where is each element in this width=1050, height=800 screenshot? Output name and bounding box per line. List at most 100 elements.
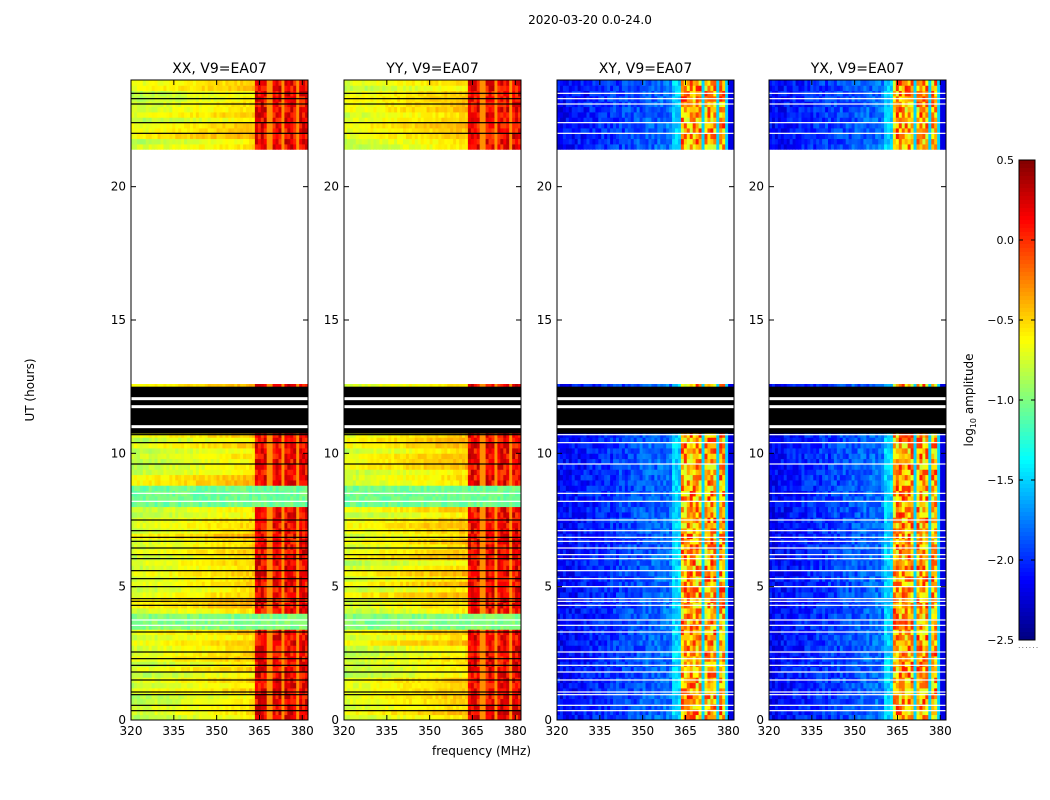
heatmap-cell bbox=[139, 469, 144, 476]
heatmap-cell bbox=[278, 144, 282, 150]
heatmap-cell bbox=[184, 496, 188, 502]
heatmap-cell bbox=[358, 714, 363, 721]
heatmap-cell bbox=[385, 704, 389, 710]
heatmap-cell bbox=[219, 442, 223, 449]
heatmap-cell bbox=[190, 682, 194, 689]
heatmap-cell bbox=[287, 608, 291, 614]
heatmap-cell bbox=[305, 698, 309, 705]
heatmap-cell bbox=[181, 480, 185, 486]
flag-line bbox=[131, 92, 308, 94]
heatmap-cell bbox=[263, 485, 268, 492]
heatmap-cell bbox=[219, 554, 223, 561]
heatmap-cell bbox=[234, 544, 238, 550]
heatmap-cell bbox=[290, 85, 294, 92]
heatmap-cell bbox=[287, 618, 291, 625]
heatmap-cell bbox=[246, 688, 250, 694]
heatmap-cell bbox=[231, 453, 235, 460]
heatmap-cell bbox=[157, 560, 161, 566]
heatmap-cell bbox=[494, 645, 498, 652]
heatmap-cell bbox=[408, 682, 413, 689]
heatmap-cell bbox=[187, 618, 191, 625]
heatmap-cell bbox=[237, 544, 241, 550]
heatmap-cell bbox=[494, 709, 498, 716]
heatmap-cell bbox=[169, 560, 173, 566]
heatmap-cell bbox=[260, 133, 265, 140]
heatmap-cell bbox=[429, 650, 433, 657]
heatmap-cell bbox=[184, 682, 188, 689]
heatmap-cell bbox=[139, 714, 144, 721]
heatmap-cell bbox=[394, 693, 398, 700]
heatmap-cell bbox=[213, 645, 217, 652]
heatmap-cell bbox=[269, 128, 273, 134]
heatmap-cell bbox=[364, 714, 368, 721]
heatmap-cell bbox=[370, 688, 374, 694]
heatmap-cell bbox=[234, 682, 238, 689]
heatmap-cell bbox=[163, 122, 167, 129]
heatmap-cell bbox=[157, 533, 161, 540]
flag-line bbox=[131, 619, 308, 621]
heatmap-cell bbox=[417, 645, 422, 652]
heatmap-cell bbox=[246, 464, 250, 470]
heatmap-cell bbox=[201, 485, 206, 492]
heatmap-cell bbox=[234, 640, 238, 646]
heatmap-cell bbox=[201, 608, 206, 614]
heatmap-cell bbox=[278, 106, 282, 113]
heatmap-cell bbox=[160, 85, 164, 92]
heatmap-cell bbox=[139, 512, 144, 518]
heatmap-cell bbox=[166, 512, 170, 518]
heatmap-cell bbox=[169, 714, 173, 721]
heatmap-cell bbox=[181, 437, 185, 444]
heatmap-cell bbox=[254, 570, 259, 577]
heatmap-cell bbox=[148, 80, 153, 86]
heatmap-cell bbox=[133, 592, 138, 598]
heatmap-cell bbox=[503, 650, 507, 657]
heatmap-cell bbox=[195, 133, 200, 140]
heatmap-cell bbox=[240, 714, 244, 721]
heatmap-cell bbox=[284, 645, 288, 652]
heatmap-cell bbox=[423, 688, 427, 694]
heatmap-cell bbox=[491, 682, 495, 689]
heatmap-cell bbox=[163, 522, 167, 529]
heatmap-cell bbox=[195, 693, 200, 700]
heatmap-cell bbox=[263, 554, 268, 561]
heatmap-cell bbox=[497, 688, 501, 694]
heatmap-cell bbox=[426, 682, 430, 689]
heatmap-cell bbox=[198, 80, 203, 86]
heatmap-cell bbox=[438, 698, 442, 705]
heatmap-cell bbox=[142, 437, 147, 444]
heatmap-cell bbox=[299, 549, 303, 556]
heatmap-cell bbox=[151, 506, 155, 513]
heatmap-cell bbox=[216, 565, 220, 572]
heatmap-cell bbox=[187, 698, 191, 705]
x-tick-label: 350 bbox=[205, 724, 228, 738]
heatmap-cell bbox=[299, 117, 303, 124]
heatmap-cell bbox=[287, 480, 291, 486]
heatmap-cell bbox=[142, 133, 147, 140]
heatmap-cell bbox=[160, 512, 164, 518]
heatmap-cell bbox=[272, 704, 276, 710]
heatmap-cell bbox=[290, 688, 294, 694]
heatmap-cell bbox=[246, 512, 250, 518]
heatmap-cell bbox=[148, 709, 153, 716]
heatmap-cell bbox=[305, 453, 309, 460]
heatmap-cell bbox=[284, 666, 288, 673]
heatmap-cell bbox=[163, 474, 167, 481]
heatmap-cell bbox=[441, 645, 445, 652]
heatmap-cell bbox=[190, 448, 194, 454]
heatmap-cell bbox=[169, 506, 173, 513]
heatmap-cell bbox=[249, 565, 253, 572]
heatmap-cell bbox=[263, 640, 268, 646]
heatmap-cell bbox=[178, 565, 182, 572]
heatmap-cell bbox=[284, 608, 288, 614]
heatmap-cell bbox=[355, 661, 360, 668]
heatmap-cell bbox=[240, 650, 244, 657]
heatmap-cell bbox=[151, 597, 155, 604]
heatmap-cell bbox=[201, 85, 206, 92]
heatmap-cell bbox=[166, 624, 170, 630]
heatmap-cell bbox=[157, 85, 161, 92]
heatmap-cell bbox=[240, 597, 244, 604]
heatmap-cell bbox=[237, 570, 241, 577]
heatmap-cell bbox=[181, 442, 185, 449]
heatmap-cell bbox=[231, 128, 235, 134]
heatmap-cell bbox=[178, 512, 182, 518]
